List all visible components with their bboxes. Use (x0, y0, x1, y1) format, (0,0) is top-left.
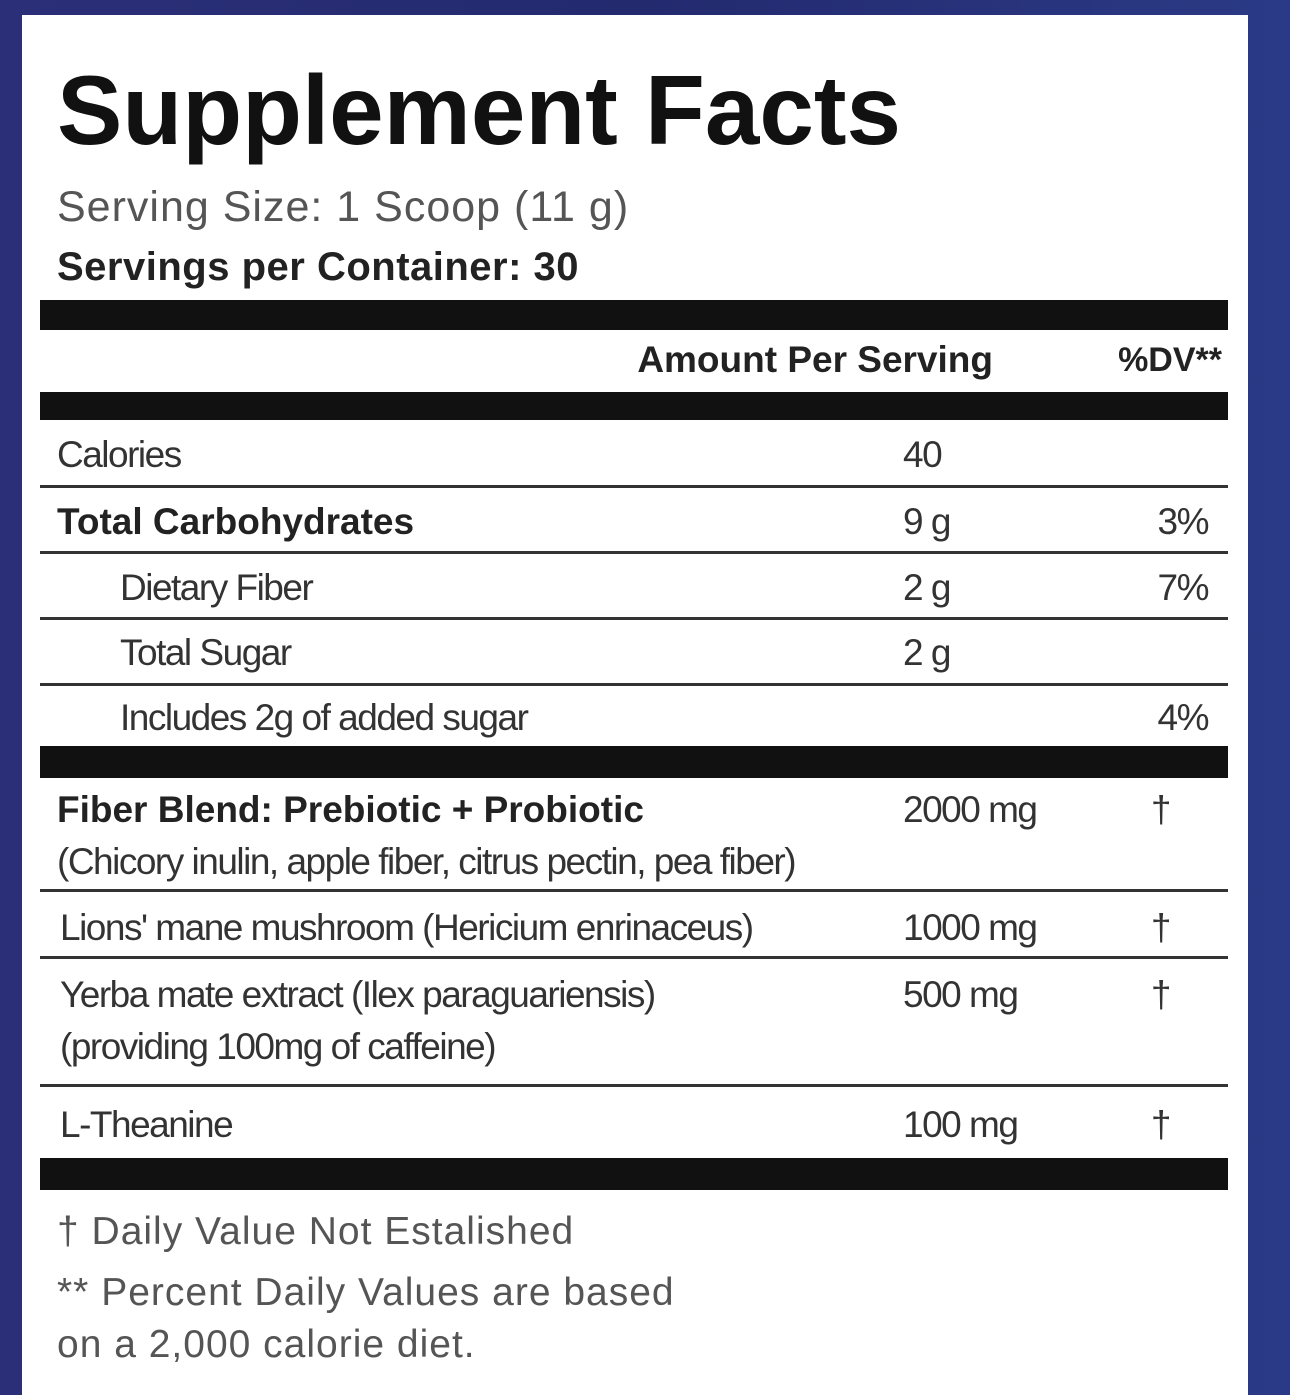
divider-line (40, 485, 1228, 488)
title: Supplement Facts (57, 55, 902, 165)
header-dv: %DV** (1118, 341, 1222, 379)
divider-bar (40, 1158, 1228, 1190)
divider-line (40, 956, 1228, 959)
row-name: Calories (57, 434, 182, 475)
row-dv: 4% (1157, 697, 1210, 738)
row-name: Total Carbohydrates (57, 501, 415, 542)
row-amount: 2000 mg (903, 789, 1038, 830)
row-amount: 2 g (903, 632, 951, 673)
row-sub: (providing 100mg of caffeine) (60, 1026, 497, 1067)
footnote: ** Percent Daily Values are based (57, 1271, 675, 1314)
row-name: Dietary Fiber (120, 567, 314, 608)
divider-bar (40, 300, 1228, 330)
label-panel: Supplement Facts Serving Size: 1 Scoop (… (22, 15, 1248, 1395)
row-name: Lions' mane mushroom (Hericium enrinaceu… (60, 907, 754, 948)
row-amount: 9 g (903, 501, 951, 542)
row-dv: † (1150, 789, 1172, 830)
servings-per-container: Servings per Container: 30 (57, 245, 580, 289)
divider-bar (40, 746, 1228, 778)
row-dv: 3% (1157, 501, 1210, 542)
row-name: Yerba mate extract (Ilex paraguariensis) (60, 974, 656, 1015)
divider-bar (40, 392, 1228, 420)
header-amount: Amount Per Serving (637, 339, 993, 380)
row-amount: 2 g (903, 567, 951, 608)
footnote: on a 2,000 calorie diet. (57, 1323, 476, 1366)
row-amount: 1000 mg (903, 907, 1038, 948)
row-sub: (Chicory inulin, apple fiber, citrus pec… (57, 841, 797, 882)
divider-line (40, 683, 1228, 686)
row-amount: 500 mg (903, 974, 1019, 1015)
row-name: Total Sugar (120, 632, 292, 673)
row-dv: † (1150, 1104, 1172, 1145)
row-amount: 40 (903, 434, 943, 475)
footnote: † Daily Value Not Estalished (57, 1210, 575, 1253)
row-dv: † (1150, 907, 1172, 948)
divider-line (40, 551, 1228, 554)
divider-line (40, 889, 1228, 892)
row-name: Fiber Blend: Prebiotic + Probiotic (57, 789, 644, 830)
row-amount: 100 mg (903, 1104, 1019, 1145)
row-name: Includes 2g of added sugar (120, 697, 529, 738)
row-dv: 7% (1157, 567, 1210, 608)
row-dv: † (1150, 974, 1172, 1015)
row-name: L-Theanine (60, 1104, 234, 1145)
serving-size: Serving Size: 1 Scoop (11 g) (57, 183, 630, 231)
divider-line (40, 617, 1228, 620)
divider-line (40, 1084, 1228, 1087)
